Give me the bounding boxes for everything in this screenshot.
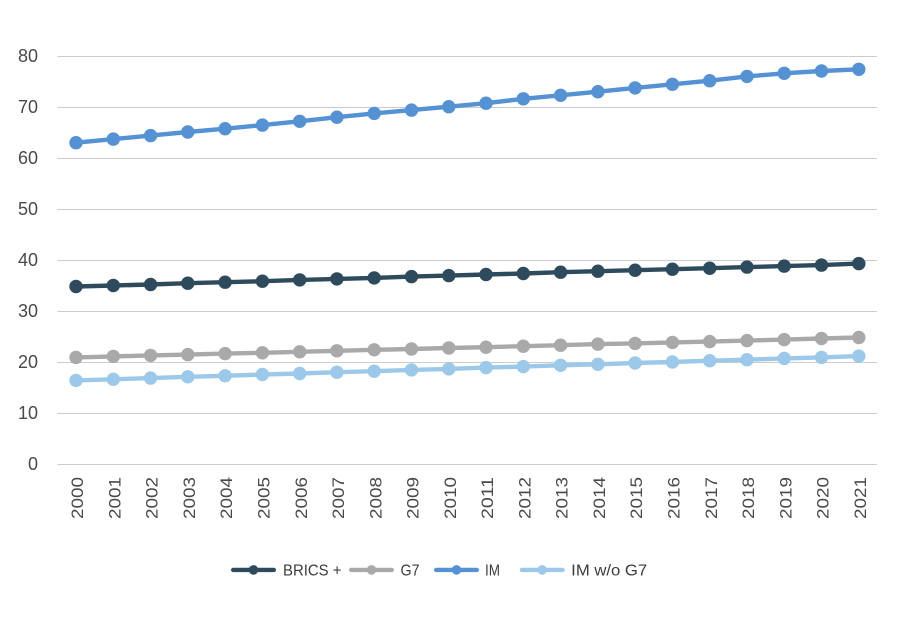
svg-text:20: 20 (18, 352, 38, 372)
svg-text:50: 50 (18, 199, 38, 219)
svg-text:2008: 2008 (366, 477, 385, 519)
svg-text:2011: 2011 (478, 477, 497, 519)
svg-text:2000: 2000 (68, 477, 87, 519)
svg-text:10: 10 (18, 403, 38, 423)
svg-text:80: 80 (18, 46, 38, 66)
svg-text:2012: 2012 (515, 477, 534, 519)
svg-text:2009: 2009 (404, 477, 423, 519)
svg-text:0: 0 (28, 454, 38, 474)
svg-text:70: 70 (18, 97, 38, 117)
svg-text:2014: 2014 (590, 477, 609, 519)
svg-text:2021: 2021 (851, 477, 870, 519)
svg-text:2010: 2010 (441, 477, 460, 519)
svg-text:2004: 2004 (217, 477, 236, 519)
svg-text:40: 40 (18, 250, 38, 270)
svg-text:2013: 2013 (553, 477, 572, 519)
svg-text:2019: 2019 (776, 477, 795, 519)
svg-text:2017: 2017 (702, 477, 721, 519)
svg-text:2007: 2007 (329, 477, 348, 519)
svg-text:30: 30 (18, 301, 38, 321)
svg-text:2001: 2001 (105, 477, 124, 519)
svg-text:2015: 2015 (627, 477, 646, 519)
svg-text:2020: 2020 (814, 477, 833, 519)
svg-text:60: 60 (18, 148, 38, 168)
svg-text:2003: 2003 (180, 477, 199, 519)
svg-text:IM: IM (485, 563, 500, 580)
svg-text:2005: 2005 (254, 477, 273, 519)
svg-text:IM w/o G7: IM w/o G7 (571, 563, 647, 580)
svg-text:BRICS +: BRICS + (283, 563, 342, 580)
svg-text:2016: 2016 (664, 477, 683, 519)
svg-text:2006: 2006 (292, 477, 311, 519)
svg-text:2002: 2002 (143, 477, 162, 519)
svg-text:2018: 2018 (739, 477, 758, 519)
svg-text:G7: G7 (401, 563, 420, 580)
